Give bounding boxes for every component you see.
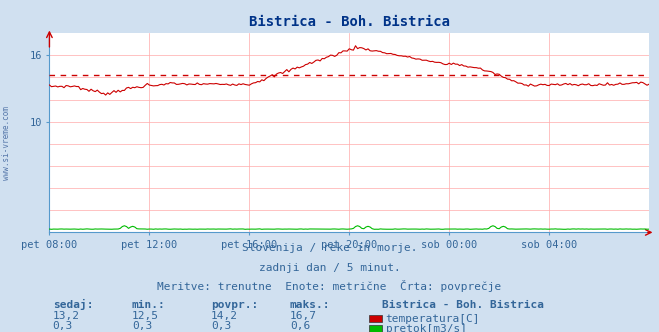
Text: 12,5: 12,5 [132, 311, 159, 321]
Text: Slovenija / reke in morje.: Slovenija / reke in morje. [242, 243, 417, 253]
Text: maks.:: maks.: [290, 300, 330, 310]
Text: 14,2: 14,2 [211, 311, 238, 321]
Text: 13,2: 13,2 [53, 311, 80, 321]
Text: pretok[m3/s]: pretok[m3/s] [386, 324, 467, 332]
Title: Bistrica - Boh. Bistrica: Bistrica - Boh. Bistrica [248, 15, 450, 29]
Text: 0,3: 0,3 [132, 321, 152, 331]
Text: min.:: min.: [132, 300, 165, 310]
Text: 0,6: 0,6 [290, 321, 310, 331]
Text: temperatura[C]: temperatura[C] [386, 314, 480, 324]
Text: www.si-vreme.com: www.si-vreme.com [2, 106, 11, 180]
Text: povpr.:: povpr.: [211, 300, 258, 310]
Text: 16,7: 16,7 [290, 311, 317, 321]
Text: Bistrica - Boh. Bistrica: Bistrica - Boh. Bistrica [382, 300, 544, 310]
Text: Meritve: trenutne  Enote: metrične  Črta: povprečje: Meritve: trenutne Enote: metrične Črta: … [158, 281, 501, 292]
Text: 0,3: 0,3 [211, 321, 231, 331]
Text: zadnji dan / 5 minut.: zadnji dan / 5 minut. [258, 263, 401, 273]
Text: sedaj:: sedaj: [53, 299, 93, 310]
Text: 0,3: 0,3 [53, 321, 73, 331]
